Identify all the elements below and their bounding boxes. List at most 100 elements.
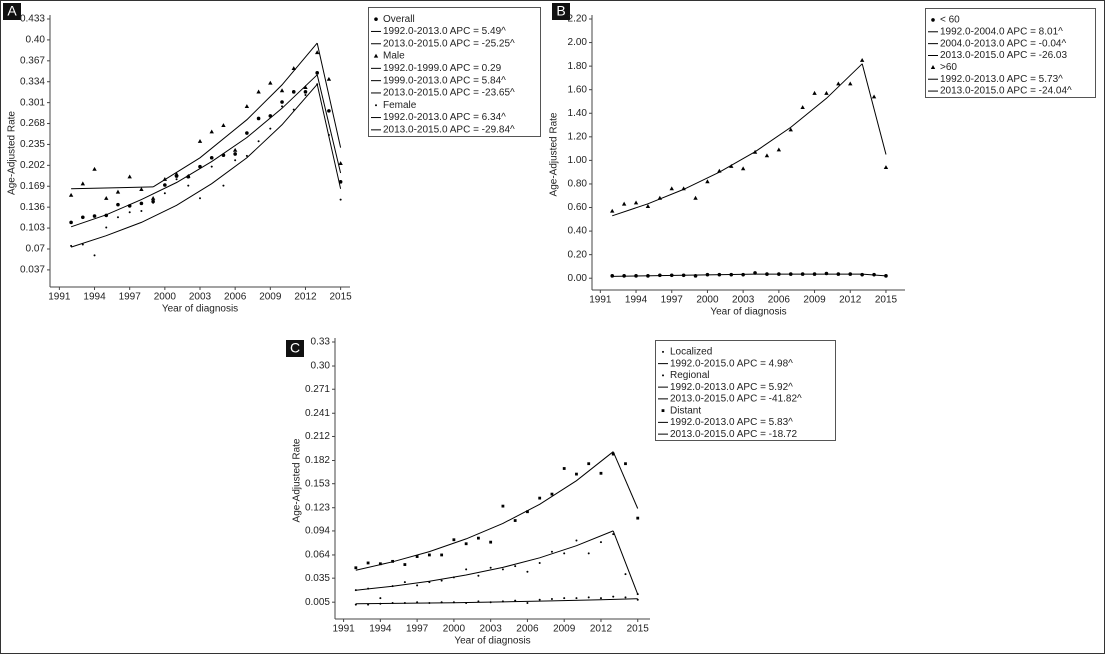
panel-label-box: [286, 340, 304, 357]
legend-entry: 1992.0-2013.0 APC = 5.92^: [670, 382, 793, 393]
data-point: [163, 183, 167, 187]
data-point: [705, 179, 710, 184]
y-tick-label: 0.241: [305, 408, 330, 419]
legend-entry: 2013.0-2015.0 APC = -18.72: [670, 429, 797, 440]
data-point: [587, 552, 590, 555]
fit-line: [612, 63, 863, 217]
data-point: [303, 85, 308, 90]
data-point: [174, 171, 179, 176]
y-tick-label: 1.60: [568, 84, 588, 95]
legend-entry: 2013.0-2015.0 APC = -26.03: [940, 50, 1067, 61]
fit-line: [316, 74, 342, 174]
data-point: [268, 80, 273, 85]
data-point: [587, 596, 590, 599]
x-tick-label: 2012: [839, 295, 862, 306]
data-point: [245, 131, 249, 135]
data-point: [550, 597, 553, 600]
data-point: [824, 90, 829, 95]
data-point: [256, 116, 261, 121]
data-point: [636, 598, 639, 601]
fit-line: [70, 74, 318, 228]
data-point: [81, 215, 85, 220]
fit-line: [316, 42, 342, 148]
legend-entry: 2004.0-2013.0 APC = -0.04^: [940, 38, 1066, 49]
data-point: [764, 153, 770, 158]
x-tick-label: 1994: [83, 292, 106, 303]
data-point: [68, 192, 74, 197]
panel-label: A: [7, 3, 17, 19]
x-tick-label: 2006: [516, 624, 539, 635]
data-point: [562, 467, 566, 470]
data-point: [526, 601, 529, 604]
legend-entry: Overall: [383, 14, 415, 25]
x-axis-title: Year of diagnosis: [710, 307, 786, 318]
data-point: [303, 90, 308, 94]
x-tick-label: 1991: [48, 292, 71, 303]
data-point: [81, 243, 84, 246]
x-tick-label: 2009: [259, 292, 282, 303]
data-point: [281, 105, 284, 108]
legend-entry: Distant: [670, 405, 701, 416]
x-tick-label: 1991: [332, 624, 355, 635]
x-tick-label: 1997: [661, 295, 684, 306]
y-axis-title: Age-Adjusted Rate: [292, 438, 303, 522]
x-tick-label: 2006: [768, 295, 791, 306]
legend-entry: 1992.0-2013.0 APC = 5.49^: [383, 26, 506, 37]
data-point: [291, 90, 296, 94]
data-point: [269, 127, 272, 130]
data-point: [836, 81, 841, 86]
data-point: [150, 196, 156, 200]
data-point: [379, 597, 382, 600]
legend-marker: [375, 104, 377, 107]
data-point: [416, 584, 419, 587]
legend-marker: [373, 53, 379, 58]
y-tick-label: 0.33: [311, 337, 331, 348]
y-tick-label: 0.301: [20, 97, 45, 108]
data-point: [427, 553, 431, 557]
data-point: [209, 155, 214, 160]
data-point: [366, 561, 370, 565]
data-point: [92, 214, 97, 218]
panel-label-box: [552, 3, 570, 20]
legend-entry: 2013.0-2015.0 APC = -41.82^: [670, 394, 802, 405]
data-point: [538, 496, 542, 500]
legend-marker: [374, 17, 378, 21]
fit-line: [612, 451, 639, 509]
data-point: [403, 581, 406, 584]
x-tick-label: 2012: [590, 624, 613, 635]
panel-label: C: [290, 340, 300, 356]
y-tick-label: 2.00: [568, 37, 588, 48]
data-point: [871, 94, 877, 99]
legend-entry: Localized: [670, 347, 712, 358]
x-tick-label: 2000: [696, 295, 719, 306]
x-tick-label: 1994: [625, 295, 648, 306]
fit-line: [861, 63, 887, 155]
data-point: [621, 201, 627, 206]
data-point: [633, 200, 639, 205]
data-point: [599, 471, 603, 475]
y-tick-label: 1.00: [568, 155, 588, 166]
legend-marker: [930, 65, 936, 69]
y-tick-label: 0.334: [20, 76, 45, 87]
data-point: [115, 189, 121, 194]
data-point: [245, 154, 248, 157]
data-point: [859, 57, 865, 62]
data-point: [92, 166, 97, 171]
y-tick-label: 0.433: [20, 14, 45, 25]
x-tick-label: 2015: [330, 292, 353, 303]
data-point: [514, 565, 517, 568]
y-tick-label: 0.60: [568, 202, 588, 213]
data-point: [489, 566, 492, 569]
data-point: [740, 166, 746, 171]
y-tick-label: 0.268: [20, 118, 45, 129]
data-point: [848, 81, 853, 86]
data-point: [575, 539, 578, 542]
y-tick-label: 0.182: [305, 455, 330, 466]
y-tick-label: 0.094: [305, 526, 330, 537]
panel-label-box: [3, 3, 21, 20]
data-point: [489, 540, 493, 544]
y-tick-label: 0.169: [20, 181, 45, 192]
data-point: [279, 88, 285, 93]
